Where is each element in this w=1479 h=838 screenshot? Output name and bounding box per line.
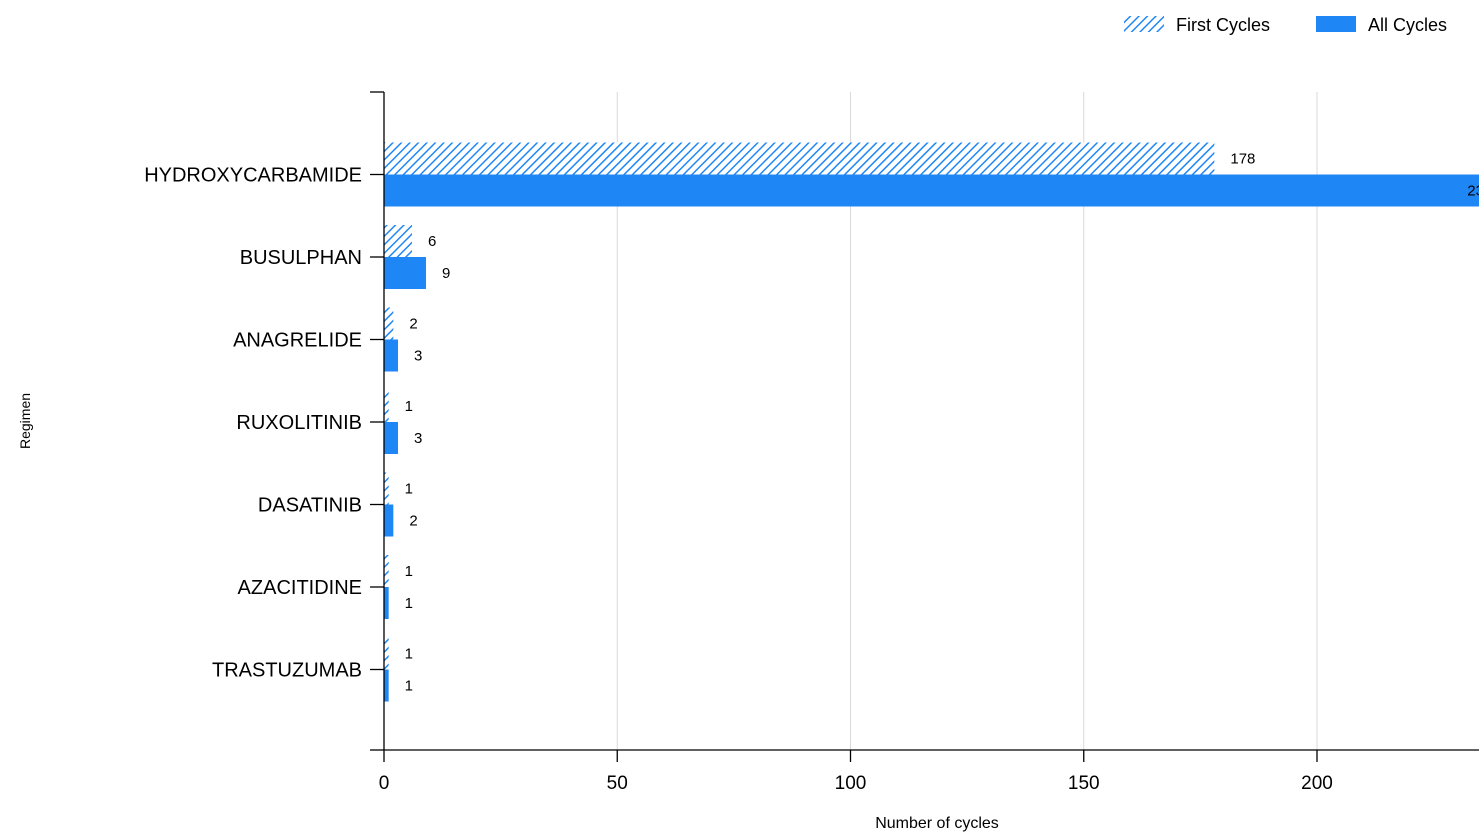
value-label-all-cycles-dasatinib: 2 [409, 513, 417, 530]
y-tick-label-azacitidine: AZACITIDINE [238, 577, 362, 599]
x-tick-label-0: 0 [379, 773, 390, 794]
bar-first-cycles-azacitidine [384, 555, 389, 587]
bar-all-cycles-azacitidine [384, 587, 389, 619]
bar-all-cycles-busulphan [384, 257, 426, 289]
bar-all-cycles-hydroxycarbamide [384, 174, 1479, 207]
y-tick-label-hydroxycarbamide: HYDROXYCARBAMIDE [144, 165, 362, 187]
x-tick-label-50: 50 [607, 773, 628, 794]
value-label-all-cycles-anagrelide: 3 [414, 348, 422, 365]
y-tick-label-anagrelide: ANAGRELIDE [233, 330, 362, 352]
x-axis-title: Number of cycles [875, 815, 999, 832]
value-label-all-cycles-busulphan: 9 [442, 265, 450, 282]
bar-first-cycles-dasatinib [384, 472, 389, 505]
legend-swatch-first-cycles [1124, 16, 1164, 32]
y-tick-label-dasatinib: DASATINIB [258, 495, 362, 517]
y-tick-label-trastuzumab: TRASTUZUMAB [212, 660, 362, 682]
value-label-all-cycles-hydroxycarbamide: 238 [1467, 183, 1479, 200]
bar-first-cycles-busulphan [384, 225, 412, 257]
legend-label-all-cycles: All Cycles [1368, 15, 1447, 35]
bar-first-cycles-anagrelide [384, 307, 394, 340]
y-tick-label-busulphan: BUSULPHAN [240, 247, 362, 269]
value-label-first-cycles-hydroxycarbamide: 178 [1230, 151, 1255, 168]
value-label-first-cycles-dasatinib: 1 [405, 481, 413, 498]
bar-all-cycles-dasatinib [384, 504, 394, 537]
axes: HYDROXYCARBAMIDE BUSULPHAN ANAGRELIDE RUXOL… [17, 91, 1479, 832]
x-tick-label-200: 200 [1301, 773, 1333, 794]
bars: 178238692313121111 [384, 142, 1479, 702]
y-axis-title: Regimen [17, 393, 33, 449]
bar-first-cycles-ruxolitinib [384, 390, 389, 422]
legend-swatch-all-cycles [1316, 16, 1356, 32]
x-tick-label-100: 100 [835, 773, 867, 794]
bar-first-cycles-hydroxycarbamide [384, 142, 1215, 175]
value-label-first-cycles-trastuzumab: 1 [405, 646, 413, 663]
x-tick-label-150: 150 [1068, 773, 1100, 794]
value-label-first-cycles-anagrelide: 2 [409, 316, 417, 333]
value-label-all-cycles-ruxolitinib: 3 [414, 430, 422, 447]
bar-all-cycles-trastuzumab [384, 669, 389, 702]
y-tick-label-ruxolitinib: RUXOLITINIB [236, 412, 362, 434]
bar-first-cycles-trastuzumab [384, 637, 389, 670]
bar-all-cycles-anagrelide [384, 339, 398, 372]
value-label-all-cycles-azacitidine: 1 [405, 595, 413, 612]
legend-label-first-cycles: First Cycles [1176, 15, 1270, 35]
value-label-all-cycles-trastuzumab: 1 [405, 678, 413, 695]
value-label-first-cycles-ruxolitinib: 1 [405, 398, 413, 415]
legend: First Cycles All Cycles [1124, 15, 1447, 35]
value-label-first-cycles-azacitidine: 1 [405, 563, 413, 580]
value-label-first-cycles-busulphan: 6 [428, 233, 436, 250]
bar-all-cycles-ruxolitinib [384, 422, 398, 454]
